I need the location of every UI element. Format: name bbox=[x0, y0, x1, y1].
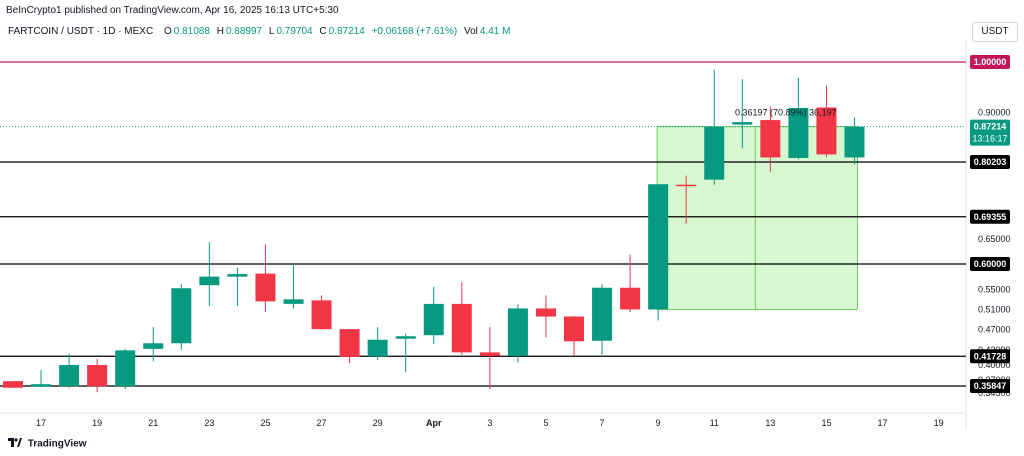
x-tick-label: 17 bbox=[36, 418, 46, 428]
candle-body[interactable] bbox=[423, 303, 444, 336]
symbol-name[interactable]: FARTCOIN / USDT · 1D · MEXC bbox=[8, 26, 154, 37]
x-tick-label: 9 bbox=[656, 418, 661, 428]
candle-body[interactable] bbox=[115, 350, 136, 387]
level-price-badge bbox=[970, 55, 1010, 69]
candle-body[interactable] bbox=[732, 122, 753, 125]
y-tick-label: 0.65000 bbox=[978, 234, 1011, 244]
x-tick-label: 3 bbox=[487, 418, 492, 428]
candle-body[interactable] bbox=[3, 381, 23, 388]
candle-body[interactable] bbox=[395, 336, 416, 339]
x-tick-label: 29 bbox=[373, 418, 383, 428]
level-price-badge bbox=[970, 209, 1010, 224]
candle-body[interactable] bbox=[760, 120, 781, 158]
open-label: O bbox=[163, 26, 172, 37]
candle-body[interactable] bbox=[564, 316, 584, 342]
level-price-badge bbox=[970, 154, 1010, 169]
level-price-label: 0.80203 bbox=[974, 157, 1007, 167]
candle-body[interactable] bbox=[199, 276, 220, 286]
x-tick-label: 5 bbox=[543, 418, 548, 428]
level-price-badge bbox=[970, 349, 1010, 364]
volume-label: Vol bbox=[463, 26, 478, 37]
candle-body[interactable] bbox=[535, 308, 556, 317]
x-tick-label: 19 bbox=[934, 418, 944, 428]
x-tick-label: 7 bbox=[600, 418, 605, 428]
tradingview-logo-icon bbox=[8, 438, 22, 450]
candle-body[interactable] bbox=[227, 274, 248, 277]
x-tick-label: Apr bbox=[426, 418, 442, 428]
level-price-label: 0.60000 bbox=[974, 259, 1007, 269]
x-tick-label: 17 bbox=[878, 418, 888, 428]
high-value: 0.88997 bbox=[225, 26, 263, 37]
level-price-label: 0.35847 bbox=[974, 381, 1007, 391]
x-tick-label: 13 bbox=[765, 418, 775, 428]
candle-body[interactable] bbox=[451, 303, 472, 353]
candle-body[interactable] bbox=[676, 184, 697, 187]
candle-body[interactable] bbox=[367, 339, 388, 357]
level-price-badge bbox=[970, 257, 1010, 271]
candle-body[interactable] bbox=[620, 287, 641, 310]
x-tick-label: 27 bbox=[317, 418, 327, 428]
volume-value: 4.41 M bbox=[479, 26, 511, 37]
x-tick-label: 19 bbox=[92, 418, 102, 428]
level-price-label: 0.69355 bbox=[974, 212, 1007, 222]
y-tick-label: 0.55000 bbox=[978, 284, 1011, 294]
publisher-header: BeInCrypto1 published on TradingView.com… bbox=[6, 5, 339, 16]
currency-selector[interactable]: USDT bbox=[972, 22, 1018, 42]
y-tick-label: 0.47000 bbox=[978, 325, 1011, 335]
x-tick-label: 15 bbox=[821, 418, 831, 428]
symbol-info-bar: FARTCOIN / USDT · 1D · MEXC O 0.81088 H 0.… bbox=[8, 26, 514, 37]
candle-body[interactable] bbox=[171, 288, 192, 344]
tradingview-footer: TradingView bbox=[8, 438, 87, 450]
x-tick-label: 25 bbox=[260, 418, 270, 428]
candle-body[interactable] bbox=[311, 300, 332, 330]
low-label: L bbox=[268, 26, 275, 37]
close-value: 0.87214 bbox=[328, 26, 365, 37]
y-tick-label: 0.40000 bbox=[978, 360, 1011, 370]
tradingview-brand: TradingView bbox=[27, 438, 87, 450]
candle-body[interactable] bbox=[704, 126, 725, 180]
candle-body[interactable] bbox=[648, 184, 669, 310]
candle-body[interactable] bbox=[844, 126, 865, 158]
open-value: 0.81088 bbox=[173, 26, 210, 37]
high-label: H bbox=[216, 26, 224, 37]
change-value: +0.06168 (+7.61%) bbox=[371, 26, 458, 37]
level-price-label: 1.00000 bbox=[974, 57, 1007, 67]
candle-body[interactable] bbox=[339, 329, 360, 357]
candle-body[interactable] bbox=[788, 107, 809, 158]
y-tick-label: 0.90000 bbox=[978, 108, 1011, 118]
candle-body[interactable] bbox=[143, 343, 164, 349]
candle-body[interactable] bbox=[479, 352, 500, 356]
current-price-badge bbox=[970, 119, 1010, 146]
bar-countdown: 13:16:17 bbox=[972, 134, 1007, 144]
candle-body[interactable] bbox=[31, 384, 52, 387]
x-tick-label: 21 bbox=[148, 418, 158, 428]
candle-body[interactable] bbox=[87, 365, 108, 387]
y-tick-label: 0.51000 bbox=[978, 304, 1011, 314]
current-price-label: 0.87214 bbox=[974, 122, 1007, 132]
candle-body[interactable] bbox=[592, 287, 613, 341]
level-price-label: 0.41728 bbox=[974, 351, 1007, 361]
close-label: C bbox=[319, 26, 327, 37]
measure-label: 0.36197 (70.89%) 36,197 bbox=[735, 108, 837, 118]
candle-body[interactable] bbox=[816, 107, 837, 155]
candle-body[interactable] bbox=[255, 273, 276, 302]
x-tick-label: 11 bbox=[710, 418, 719, 428]
low-value: 0.79704 bbox=[276, 26, 313, 37]
measure-range-box[interactable] bbox=[656, 126, 859, 310]
x-tick-label: 23 bbox=[204, 418, 214, 428]
candle-body[interactable] bbox=[507, 308, 528, 356]
level-price-badge bbox=[970, 378, 1010, 393]
candle-body[interactable] bbox=[283, 299, 304, 304]
candle-body[interactable] bbox=[59, 365, 80, 387]
